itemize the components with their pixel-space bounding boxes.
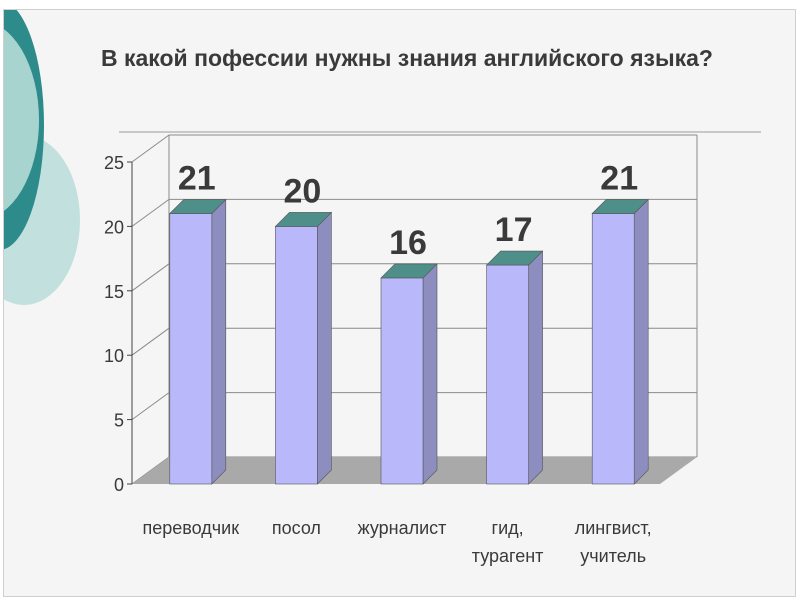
x-tick-label: журналист: [358, 518, 447, 538]
decor-circle-pale: [4, 29, 39, 211]
bar: [486, 264, 529, 485]
gridline-side: [131, 134, 170, 163]
bar-side: [211, 198, 227, 485]
y-tick-label: 5: [114, 411, 124, 431]
data-label: 17: [495, 211, 533, 249]
slide: В какой пофессии нужны знания английског…: [3, 9, 796, 597]
bar-top: [169, 199, 227, 214]
bar: [275, 226, 318, 485]
gridline-side: [131, 327, 170, 356]
bar-top: [274, 212, 333, 227]
bar-top: [485, 250, 544, 266]
bar-side: [528, 250, 543, 485]
y-tick-label: 15: [104, 282, 124, 302]
bar: [380, 277, 424, 485]
y-tick-label: 20: [104, 217, 124, 237]
bar-top: [591, 199, 649, 214]
x-tick-label: лингвист,: [575, 518, 652, 538]
chart-title: В какой пофессии нужны знания английског…: [101, 45, 713, 71]
bar-side: [633, 198, 649, 485]
bar: [169, 213, 213, 485]
bar-side: [317, 211, 332, 485]
y-tick-label: 10: [104, 346, 124, 366]
data-label: 21: [178, 160, 216, 198]
bar-chart: В какой пофессии нужны знания английског…: [4, 10, 761, 566]
gridline-side: [131, 392, 170, 421]
y-tick-label: 25: [104, 153, 124, 173]
plot-area: 0 5 10 15 20 25 21 переводчик 20 посол 16 журналист…: [104, 134, 698, 566]
gridline-side: [131, 263, 170, 292]
x-tick-label: посол: [272, 518, 321, 538]
x-tick-label: гид,: [492, 518, 524, 538]
x-tick-label: переводчик: [143, 518, 240, 538]
gridline-side: [131, 198, 170, 227]
data-label: 16: [389, 224, 427, 262]
bar: [591, 213, 635, 485]
bar-top: [380, 263, 438, 279]
bar-side: [422, 263, 438, 485]
data-label: 20: [283, 172, 321, 210]
data-label: 21: [600, 160, 638, 198]
y-tick-label: 0: [114, 475, 124, 495]
x-tick-label: учитель: [580, 546, 646, 566]
slide-decoration: [4, 10, 761, 305]
x-tick-label: турагент: [472, 546, 544, 566]
